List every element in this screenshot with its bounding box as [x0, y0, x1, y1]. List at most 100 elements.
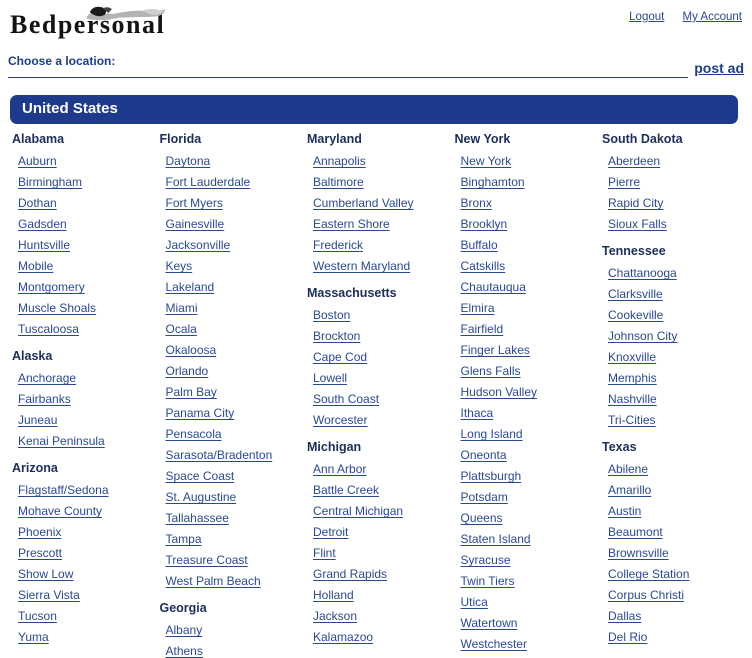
- city-link[interactable]: Oneonta: [460, 448, 507, 462]
- city-link[interactable]: New York: [460, 154, 512, 168]
- city-link[interactable]: Elmira: [460, 301, 495, 315]
- my-account-link[interactable]: My Account: [682, 11, 742, 23]
- city-link[interactable]: Tampa: [165, 532, 202, 546]
- city-link[interactable]: Sioux Falls: [608, 217, 667, 231]
- city-link[interactable]: Queens: [460, 511, 503, 525]
- city-link[interactable]: Auburn: [18, 154, 57, 168]
- city-link[interactable]: Frederick: [313, 238, 364, 252]
- city-link[interactable]: Cookeville: [608, 308, 664, 322]
- city-link[interactable]: Clarksville: [608, 287, 663, 301]
- city-link[interactable]: Catskills: [460, 259, 506, 273]
- city-link[interactable]: Western Maryland: [313, 259, 411, 273]
- city-link[interactable]: Phoenix: [18, 525, 62, 539]
- city-link[interactable]: Pensacola: [165, 427, 222, 441]
- city-link[interactable]: Treasure Coast: [165, 553, 248, 567]
- city-link[interactable]: Dallas: [608, 609, 642, 623]
- city-link[interactable]: Kalamazoo: [313, 630, 374, 644]
- city-link[interactable]: Amarillo: [608, 483, 652, 497]
- city-link[interactable]: Hudson Valley: [460, 385, 538, 399]
- city-link[interactable]: Grand Rapids: [313, 567, 388, 581]
- city-link[interactable]: Aberdeen: [608, 154, 661, 168]
- city-link[interactable]: Anchorage: [18, 371, 77, 385]
- city-link[interactable]: Mobile: [18, 259, 54, 273]
- city-link[interactable]: Fort Myers: [165, 196, 223, 210]
- city-link[interactable]: Brownsville: [608, 546, 669, 560]
- city-link[interactable]: Knoxville: [608, 350, 657, 364]
- city-link[interactable]: Utica: [460, 595, 488, 609]
- city-link[interactable]: South Coast: [313, 392, 380, 406]
- logout-link[interactable]: Logout: [629, 11, 665, 23]
- city-link[interactable]: Eastern Shore: [313, 217, 390, 231]
- city-link[interactable]: Plattsburgh: [460, 469, 522, 483]
- city-link[interactable]: Twin Tiers: [460, 574, 515, 588]
- city-link[interactable]: Rapid City: [608, 196, 664, 210]
- city-link[interactable]: Binghamton: [460, 175, 525, 189]
- city-link[interactable]: Flint: [313, 546, 336, 560]
- city-link[interactable]: Lowell: [313, 371, 348, 385]
- city-link[interactable]: Brooklyn: [460, 217, 508, 231]
- city-link[interactable]: Beaumont: [608, 525, 663, 539]
- city-link[interactable]: Brockton: [313, 329, 361, 343]
- city-link[interactable]: Nashville: [608, 392, 657, 406]
- city-link[interactable]: Prescott: [18, 546, 63, 560]
- city-link[interactable]: Flagstaff/Sedona: [18, 483, 109, 497]
- city-link[interactable]: Glens Falls: [460, 364, 521, 378]
- city-link[interactable]: Juneau: [18, 413, 58, 427]
- city-link[interactable]: Pierre: [608, 175, 641, 189]
- city-link[interactable]: Memphis: [608, 371, 657, 385]
- city-link[interactable]: Westchester: [460, 637, 527, 651]
- city-link[interactable]: Fairfield: [460, 322, 504, 336]
- city-link[interactable]: Detroit: [313, 525, 349, 539]
- city-link[interactable]: College Station: [608, 567, 690, 581]
- city-link[interactable]: Tri-Cities: [608, 413, 656, 427]
- city-link[interactable]: Sarasota/Bradenton: [165, 448, 273, 462]
- city-link[interactable]: Palm Bay: [165, 385, 217, 399]
- city-link[interactable]: Cape Cod: [313, 350, 368, 364]
- city-link[interactable]: Fairbanks: [18, 392, 71, 406]
- city-link[interactable]: Bronx: [460, 196, 492, 210]
- city-link[interactable]: Montgomery: [18, 280, 85, 294]
- city-link[interactable]: Sierra Vista: [18, 588, 80, 602]
- city-link[interactable]: Staten Island: [460, 532, 531, 546]
- city-link[interactable]: Corpus Christi: [608, 588, 685, 602]
- city-link[interactable]: Dothan: [18, 196, 57, 210]
- city-link[interactable]: Athens: [165, 644, 203, 658]
- city-link[interactable]: Ann Arbor: [313, 462, 367, 476]
- brand-logo[interactable]: Bedpersonal: [10, 6, 166, 38]
- city-link[interactable]: Long Island: [460, 427, 523, 441]
- city-link[interactable]: Jacksonville: [165, 238, 231, 252]
- city-link[interactable]: Watertown: [460, 616, 518, 630]
- city-link[interactable]: Mohave County: [18, 504, 103, 518]
- city-link[interactable]: Central Michigan: [313, 504, 404, 518]
- city-link[interactable]: Lakeland: [165, 280, 215, 294]
- city-link[interactable]: Birmingham: [18, 175, 83, 189]
- city-link[interactable]: Battle Creek: [313, 483, 380, 497]
- city-link[interactable]: Keys: [165, 259, 193, 273]
- city-link[interactable]: Boston: [313, 308, 351, 322]
- city-link[interactable]: Show Low: [18, 567, 74, 581]
- city-link[interactable]: Ocala: [165, 322, 197, 336]
- city-link[interactable]: Johnson City: [608, 329, 678, 343]
- city-link[interactable]: Ithaca: [460, 406, 494, 420]
- city-link[interactable]: Annapolis: [313, 154, 366, 168]
- city-link[interactable]: Del Rio: [608, 630, 648, 644]
- city-link[interactable]: Chautauqua: [460, 280, 526, 294]
- city-link[interactable]: Daytona: [165, 154, 211, 168]
- city-link[interactable]: Buffalo: [460, 238, 498, 252]
- city-link[interactable]: Austin: [608, 504, 642, 518]
- city-link[interactable]: Finger Lakes: [460, 343, 530, 357]
- city-link[interactable]: Holland: [313, 588, 354, 602]
- city-link[interactable]: Orlando: [165, 364, 209, 378]
- city-link[interactable]: Okaloosa: [165, 343, 217, 357]
- city-link[interactable]: Panama City: [165, 406, 235, 420]
- city-link[interactable]: Abilene: [608, 462, 649, 476]
- city-link[interactable]: Worcester: [313, 413, 368, 427]
- city-link[interactable]: Chattanooga: [608, 266, 677, 280]
- city-link[interactable]: Cumberland Valley: [313, 196, 414, 210]
- city-link[interactable]: Albany: [165, 623, 203, 637]
- city-link[interactable]: Baltimore: [313, 175, 364, 189]
- city-link[interactable]: Kenai Peninsula: [18, 434, 105, 448]
- city-link[interactable]: Jackson: [313, 609, 358, 623]
- city-link[interactable]: West Palm Beach: [165, 574, 261, 588]
- city-link[interactable]: Yuma: [18, 630, 49, 644]
